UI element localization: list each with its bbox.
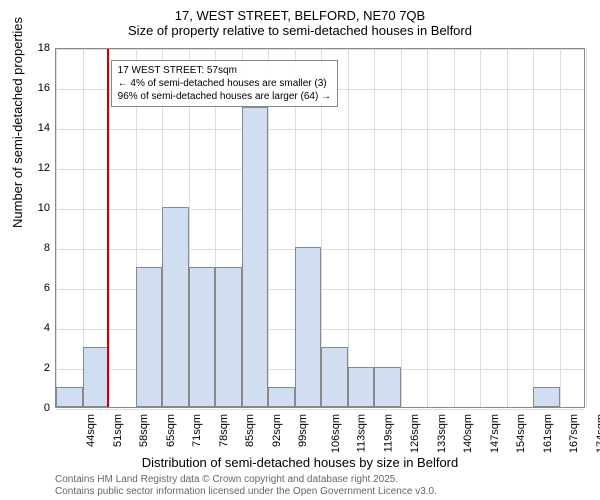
- ytick-label: 2: [44, 362, 50, 374]
- chart-container: 17, WEST STREET, BELFORD, NE70 7QB Size …: [0, 0, 600, 500]
- grid-line-v: [560, 49, 561, 407]
- xtick-label: 65sqm: [165, 414, 177, 447]
- grid-line-v: [348, 49, 349, 407]
- histogram-bar: [215, 267, 242, 407]
- xtick-label: 119sqm: [382, 414, 394, 452]
- grid-line-v: [427, 49, 428, 407]
- grid-line-v: [507, 49, 508, 407]
- chart-title-line1: 17, WEST STREET, BELFORD, NE70 7QB: [0, 0, 600, 23]
- histogram-bar: [295, 247, 322, 407]
- reference-line: [107, 49, 109, 407]
- xtick-label: 106sqm: [330, 414, 342, 453]
- grid-line-h: [56, 409, 584, 410]
- xtick-label: 92sqm: [271, 414, 283, 447]
- histogram-bar: [136, 267, 163, 407]
- histogram-bar: [56, 387, 83, 407]
- annotation-box: 17 WEST STREET: 57sqm← 4% of semi-detach…: [111, 60, 338, 107]
- histogram-bar: [268, 387, 295, 407]
- xtick-label: 78sqm: [218, 414, 230, 447]
- license-line1: Contains HM Land Registry data © Crown c…: [55, 474, 437, 486]
- annotation-line: 96% of semi-detached houses are larger (…: [118, 90, 331, 103]
- ytick-label: 10: [38, 202, 50, 214]
- annotation-line: ← 4% of semi-detached houses are smaller…: [118, 77, 331, 90]
- grid-line-v: [586, 49, 587, 407]
- xtick-label: 167sqm: [568, 414, 580, 453]
- histogram-bar: [348, 367, 375, 407]
- annotation-line: 17 WEST STREET: 57sqm: [118, 64, 331, 77]
- license-text: Contains HM Land Registry data © Crown c…: [55, 474, 437, 498]
- xtick-label: 99sqm: [297, 414, 309, 447]
- histogram-bar: [83, 347, 110, 407]
- ytick-label: 14: [38, 122, 50, 134]
- x-axis-label: Distribution of semi-detached houses by …: [0, 455, 600, 470]
- histogram-bar: [189, 267, 216, 407]
- ytick-label: 0: [44, 402, 50, 414]
- ytick-label: 16: [38, 82, 50, 94]
- histogram-bar: [533, 387, 560, 407]
- xtick-label: 126sqm: [409, 414, 421, 453]
- xtick-label: 113sqm: [355, 414, 367, 452]
- xtick-label: 58sqm: [138, 414, 150, 447]
- xtick-label: 174sqm: [595, 414, 600, 453]
- ytick-label: 18: [38, 42, 50, 54]
- xtick-label: 147sqm: [489, 414, 501, 453]
- xtick-label: 161sqm: [542, 414, 554, 453]
- xtick-label: 154sqm: [515, 414, 527, 453]
- grid-line-v: [56, 49, 57, 407]
- xtick-label: 44sqm: [85, 414, 97, 447]
- histogram-bar: [242, 107, 269, 407]
- ytick-label: 4: [44, 322, 50, 334]
- histogram-bar: [321, 347, 348, 407]
- chart-title-line2: Size of property relative to semi-detach…: [0, 23, 600, 42]
- grid-line-v: [533, 49, 534, 407]
- grid-line-v: [374, 49, 375, 407]
- xtick-label: 71sqm: [191, 414, 203, 447]
- y-axis-label: Number of semi-detached properties: [10, 17, 25, 228]
- grid-line-v: [480, 49, 481, 407]
- ytick-label: 6: [44, 282, 50, 294]
- grid-line-v: [454, 49, 455, 407]
- xtick-label: 85sqm: [244, 414, 256, 447]
- license-line2: Contains public sector information licen…: [55, 486, 437, 498]
- grid-line-v: [401, 49, 402, 407]
- xtick-label: 133sqm: [436, 414, 448, 453]
- ytick-label: 12: [38, 162, 50, 174]
- ytick-label: 8: [44, 242, 50, 254]
- xtick-label: 140sqm: [462, 414, 474, 453]
- xtick-label: 51sqm: [112, 414, 124, 447]
- histogram-bar: [374, 367, 401, 407]
- histogram-bar: [162, 207, 189, 407]
